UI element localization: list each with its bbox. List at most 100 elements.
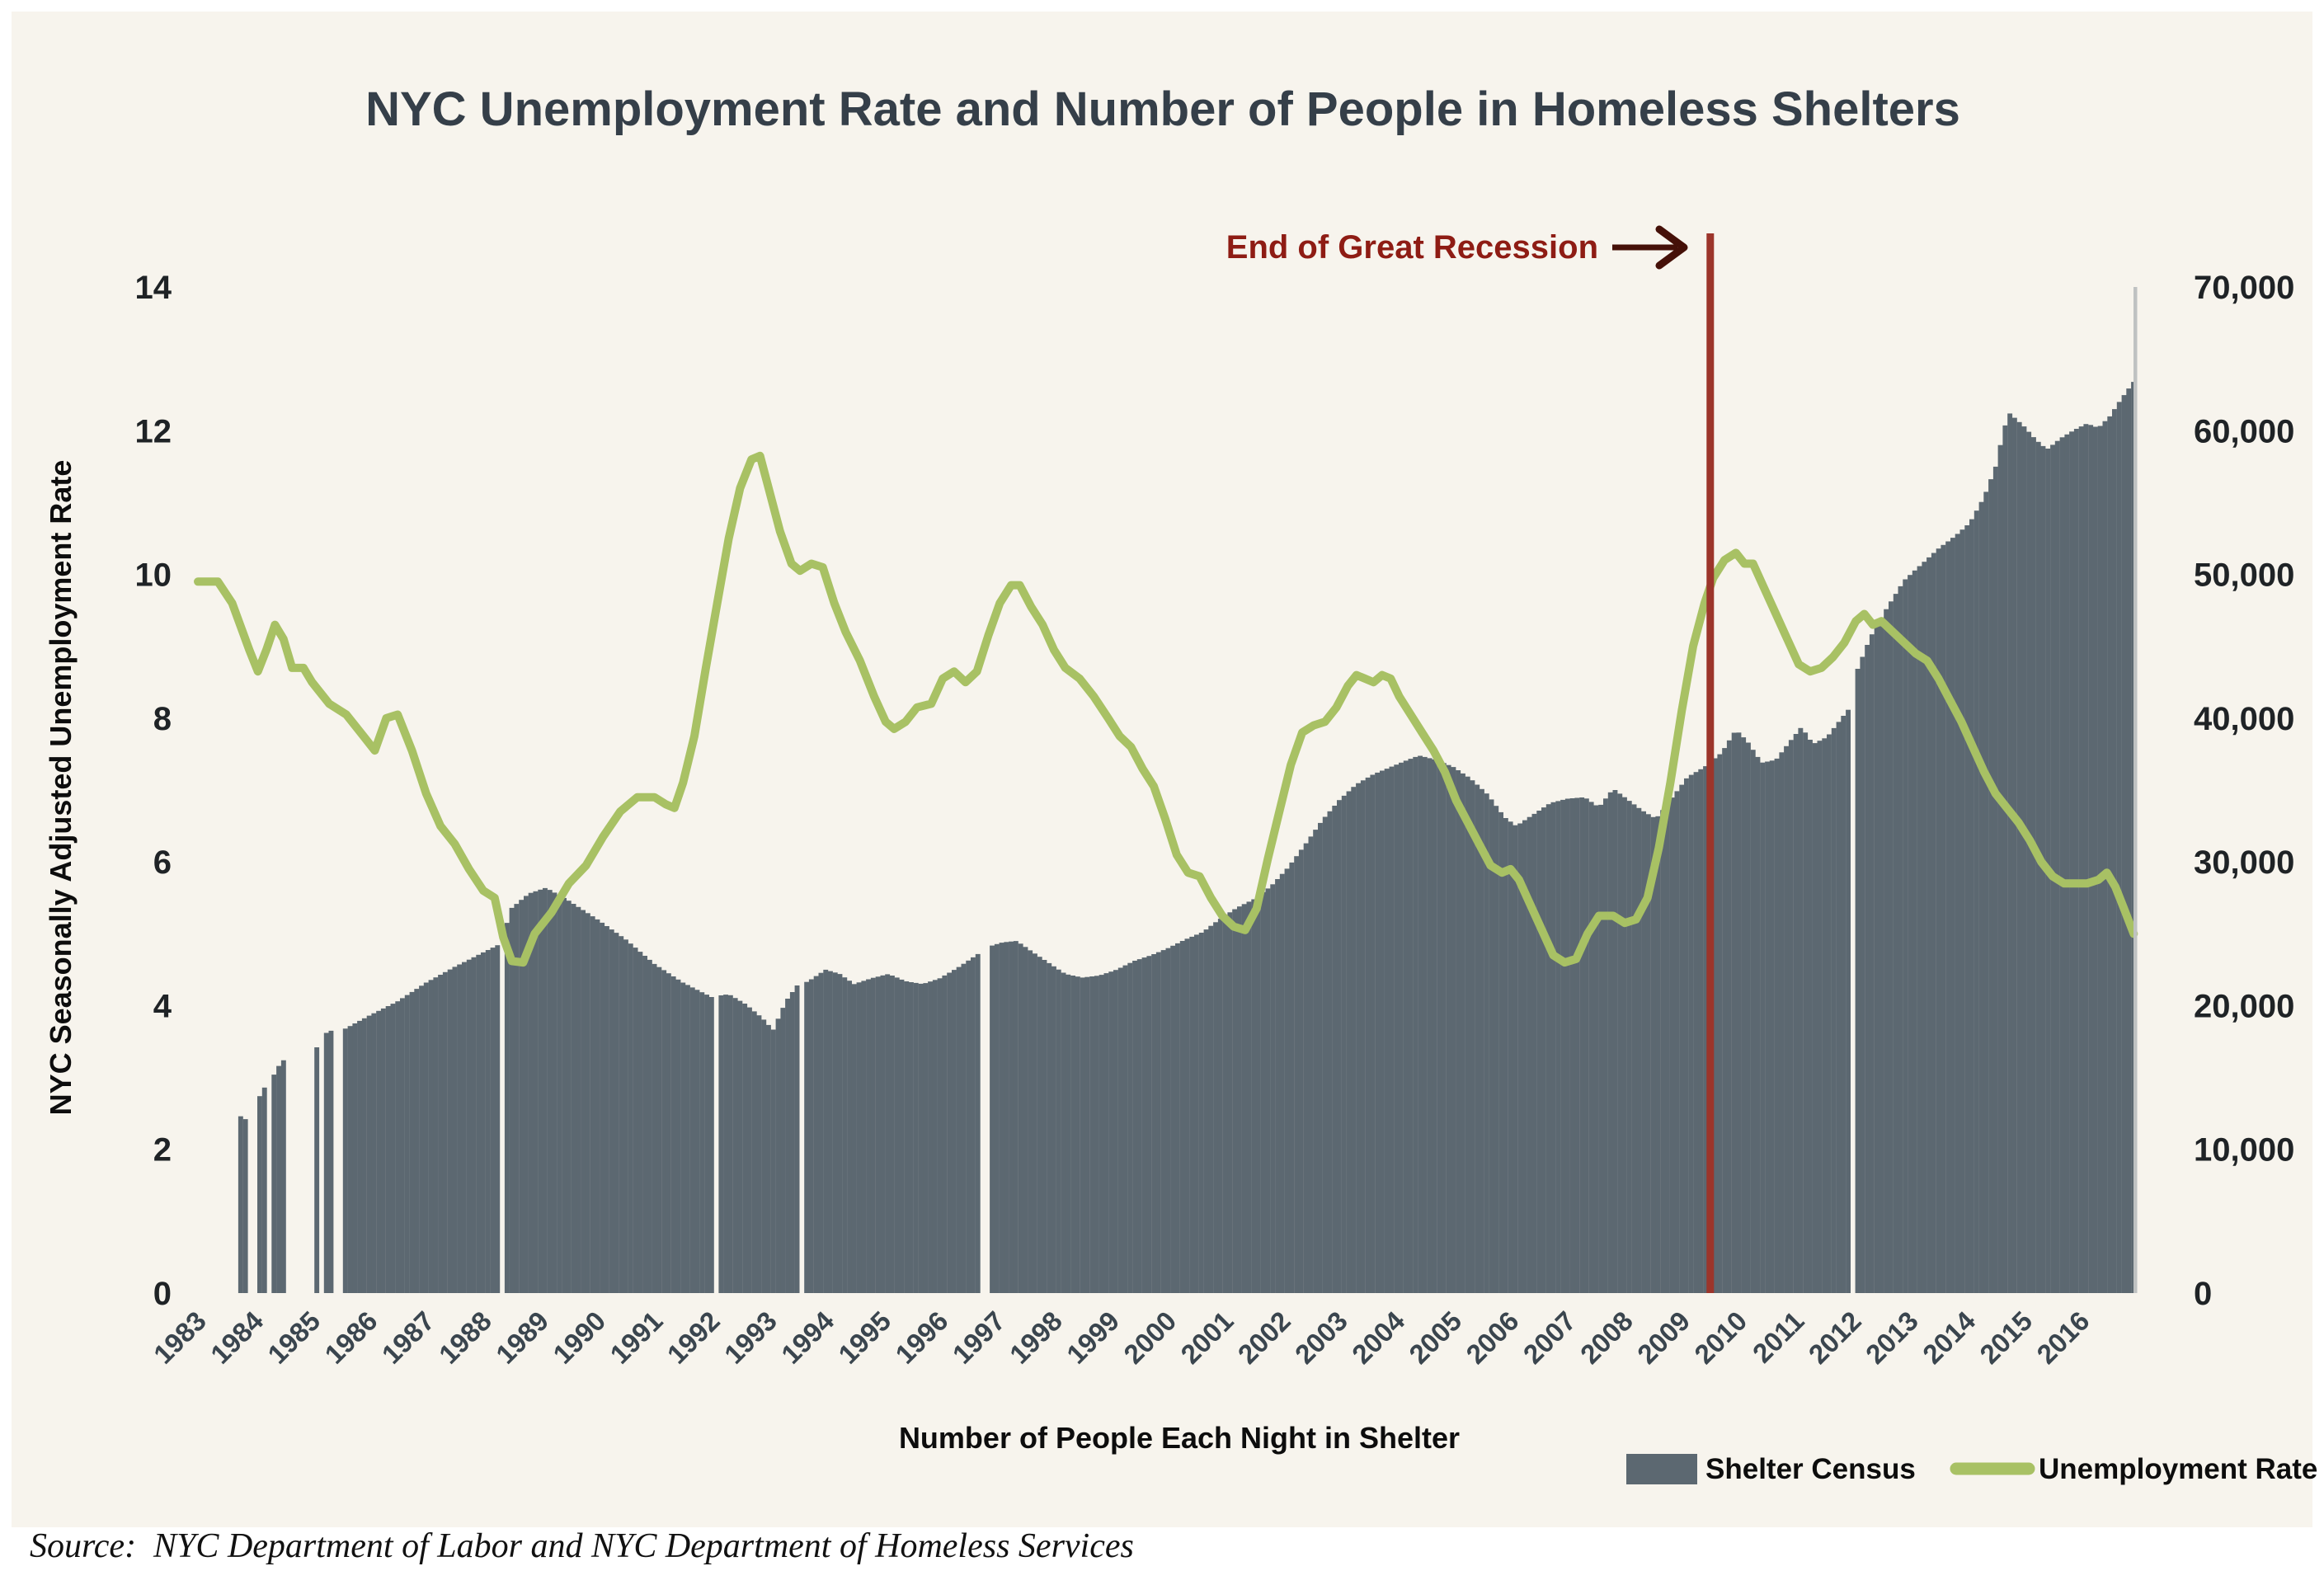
shelter-bar [633, 948, 638, 1293]
shelter-bar [1798, 727, 1804, 1293]
shelter-bar [1803, 732, 1809, 1293]
shelter-bar [2035, 441, 2041, 1293]
shelter-bar [861, 981, 867, 1293]
shelter-bar [1279, 873, 1285, 1293]
shelter-bar [1969, 519, 1974, 1293]
shelter-bar [851, 984, 857, 1293]
shelter-bar [1146, 956, 1152, 1293]
shelter-bar [1541, 807, 1546, 1293]
shelter-bar [342, 1028, 348, 1293]
shelter-bar [828, 971, 833, 1293]
shelter-bar [1746, 742, 1751, 1293]
shelter-bar [1527, 816, 1532, 1293]
y-right-tick-label: 0 [2194, 1276, 2212, 1312]
shelter-bar [1779, 752, 1785, 1293]
shelter-bar [647, 959, 652, 1293]
shelter-bar [1631, 804, 1637, 1293]
shelter-bar [1070, 976, 1075, 1293]
shelter-bar [1917, 566, 1922, 1293]
shelter-bar [637, 952, 643, 1293]
shelter-bar [2078, 426, 2084, 1293]
shelter-bar [395, 1001, 401, 1293]
shelter-bar [1822, 738, 1828, 1293]
shelter-bar [1760, 762, 1766, 1293]
shelter-bar [1517, 823, 1523, 1293]
shelter-bar [1855, 669, 1861, 1293]
shelter-bar [2097, 426, 2103, 1293]
shelter-bar [2069, 431, 2074, 1293]
shelter-bar [242, 1119, 248, 1293]
shelter-bar [975, 953, 981, 1293]
recession-annotation-label: End of Great Recession [1226, 229, 1598, 266]
shelter-bar [2093, 426, 2098, 1293]
shelter-bar [1009, 941, 1014, 1293]
shelter-bar [1213, 922, 1218, 1293]
shelter-bar [694, 990, 700, 1293]
shelter-bar [1593, 805, 1599, 1293]
shelter-bar [2083, 424, 2089, 1294]
shelter-bar [524, 896, 529, 1293]
shelter-bar [1360, 780, 1366, 1293]
shelter-bar [376, 1010, 382, 1293]
shelter-bar [1080, 977, 1085, 1293]
shelter-bar [600, 922, 605, 1293]
shelter-bar [280, 1060, 286, 1293]
shelter-bar [1203, 929, 1209, 1293]
shelter-bar [1275, 879, 1280, 1293]
shelter-bar [756, 1015, 762, 1293]
shelter-bar [590, 916, 595, 1293]
y-left-tick-label: 12 [135, 413, 172, 449]
shelter-bar [1936, 548, 1941, 1293]
shelter-bar [357, 1020, 362, 1293]
shelter-bar [913, 982, 919, 1293]
shelter-bar [1451, 767, 1456, 1293]
shelter-bar [1808, 740, 1813, 1293]
shelter-bar [466, 959, 472, 1293]
shelter-bar [1769, 760, 1775, 1293]
shelter-bar [808, 979, 814, 1293]
shelter-bar [1774, 758, 1780, 1293]
shelter-bar [419, 985, 424, 1293]
shelter-bar [462, 962, 467, 1293]
shelter-bar [2116, 402, 2122, 1293]
unemployment-rate-line [194, 451, 2138, 967]
shelter-bar [1237, 906, 1242, 1293]
shelter-bar [1731, 732, 1737, 1293]
y-right-tick-label: 40,000 [2194, 701, 2294, 737]
y-right-tick-label: 60,000 [2194, 413, 2294, 449]
shelter-bar [1337, 800, 1342, 1293]
shelter-bar [1470, 780, 1475, 1293]
shelter-bar [2011, 417, 2017, 1294]
shelter-bar [2102, 421, 2108, 1294]
shelter-bar [751, 1011, 757, 1293]
shelter-bar [1289, 862, 1295, 1293]
shelter-bar [1922, 562, 1927, 1293]
shelter-bar [1408, 759, 1414, 1293]
shelter-bar [1013, 941, 1019, 1293]
shelter-bar [994, 943, 1000, 1293]
shelter-bar [257, 1096, 262, 1293]
shelter-bar [766, 1024, 771, 1293]
shelter-bar [1151, 954, 1157, 1293]
shelter-bar [1974, 510, 1979, 1293]
shelter-bar [1622, 797, 1627, 1293]
shelter-bar [2121, 395, 2127, 1294]
shelter-bar [1037, 957, 1042, 1293]
shelter-bar [1413, 756, 1418, 1293]
shelter-bar [885, 974, 891, 1293]
y-right-tick-label: 20,000 [2194, 988, 2294, 1024]
shelter-bar [1365, 777, 1371, 1293]
shelter-bar [1684, 778, 1689, 1293]
shelter-bar [1612, 790, 1618, 1293]
shelter-bar [2126, 388, 2132, 1294]
y-left-tick-label: 6 [153, 844, 172, 881]
shelter-bar [409, 991, 415, 1293]
shelter-bar [557, 895, 562, 1293]
shelter-bar [1075, 976, 1080, 1293]
shelter-bar [538, 889, 543, 1293]
shelter-bar [533, 891, 539, 1293]
shelter-bar [1889, 601, 1894, 1293]
shelter-bar [1189, 936, 1195, 1293]
shelter-bar [675, 979, 681, 1293]
shelter-bar [371, 1013, 377, 1293]
